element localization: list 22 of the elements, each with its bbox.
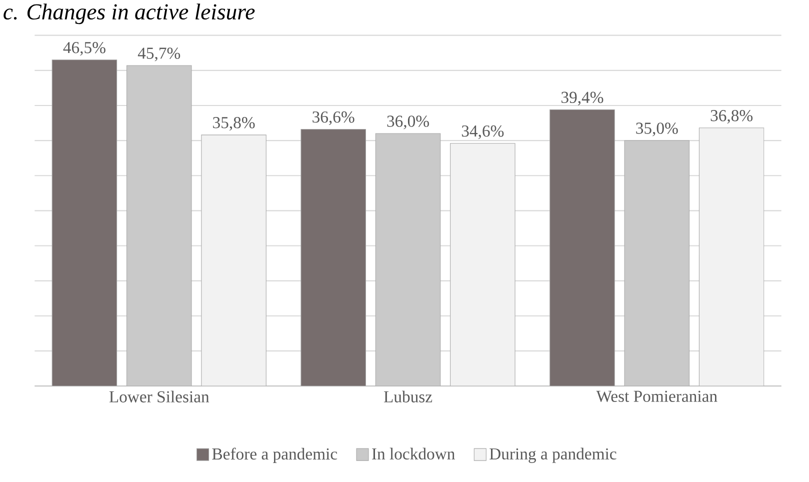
data-label: 45,7% (138, 48, 180, 62)
x-tick-label: West Pomieranian (596, 390, 718, 402)
data-label: 39,4% (561, 92, 604, 106)
data-label: 36,8% (710, 110, 753, 124)
chart-title: c. Changes in active leisure (4, 4, 255, 24)
x-tick-label: Lower Silesian (109, 390, 210, 402)
bar (52, 60, 118, 386)
bar (550, 109, 615, 386)
legend-label: During a pandemic (490, 448, 616, 463)
legend-label: Before a pandemic (212, 448, 338, 463)
legend-label: In lockdown (372, 448, 455, 460)
bar (698, 128, 764, 386)
data-label: 35,8% (213, 117, 255, 131)
x-tick-label: Lubusz (384, 390, 432, 402)
data-label: 36,0% (387, 116, 429, 130)
data-label: 36,6% (312, 111, 354, 126)
data-label: 46,5% (63, 42, 106, 56)
bar (450, 143, 516, 386)
bar (201, 134, 266, 386)
data-label: 35,0% (636, 122, 678, 136)
bar (300, 129, 366, 386)
data-label: 34,6% (462, 125, 504, 140)
